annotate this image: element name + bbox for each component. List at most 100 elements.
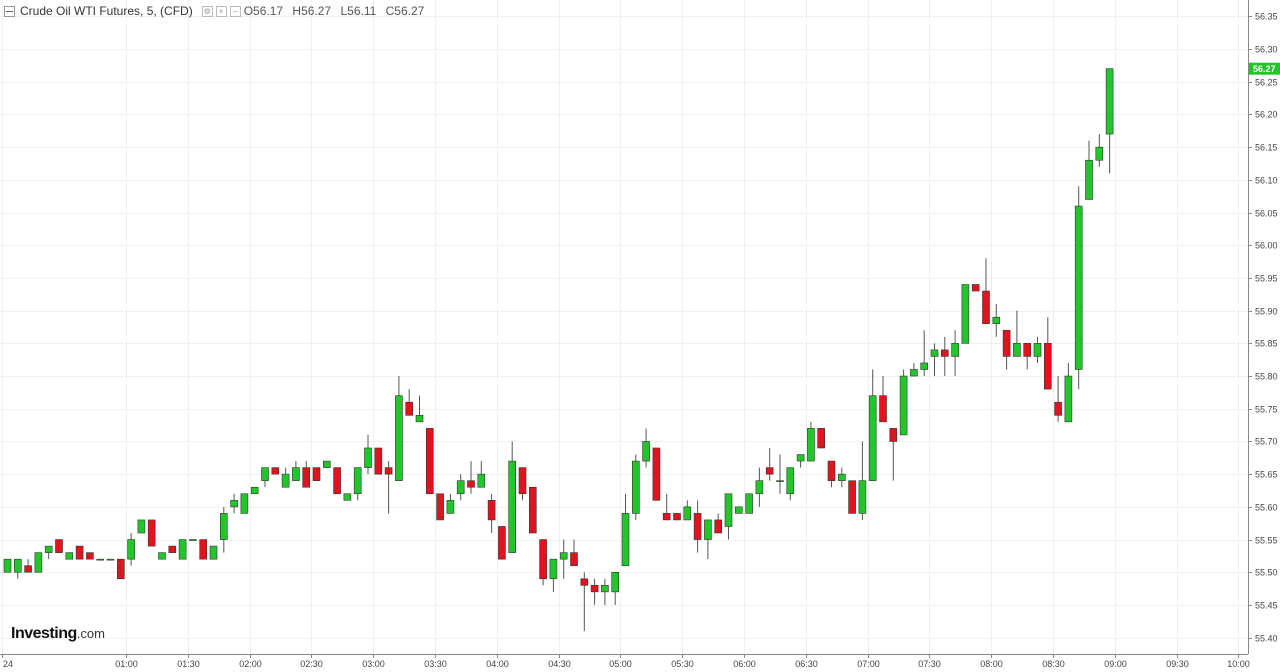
x-tick-label: 07:30 [918,659,941,669]
candle-body [158,552,166,560]
up-candle [951,330,959,377]
up-candle [292,461,300,481]
candle-body [199,539,207,560]
candle-body [467,480,475,488]
candle-body [837,473,846,481]
candle-body [858,480,867,514]
settings-icon[interactable]: ⚙ [201,5,213,17]
x-tick-label: 02:00 [239,659,262,669]
x-tick-label: 07:00 [857,659,880,669]
y-tick-label: 56.00 [1255,241,1278,251]
candle-body [879,395,887,423]
x-tick-label: 09:30 [1166,659,1189,669]
x-tick-label: 04:00 [486,659,509,669]
up-candle [261,467,269,488]
up-candle [961,284,970,344]
candle-body [86,552,94,560]
high-label: H [292,4,302,18]
candle-body [992,316,1001,325]
close-icon[interactable]: × [215,5,227,17]
up-candle [106,558,115,561]
down-candle [333,467,341,495]
x-tick-label: 03:00 [362,659,385,669]
up-candle [281,467,290,488]
down-candle [436,493,444,521]
price-tag-box [1249,62,1280,75]
x-tick-label: 06:30 [795,659,818,669]
candle-body [1002,329,1011,357]
instrument-title[interactable]: Crude Oil WTI Futures, 5, (CFD) [20,4,193,18]
up-candle [14,558,22,579]
down-candle [848,480,856,514]
up-candle [322,460,331,468]
down-candle [889,428,898,481]
down-candle [662,493,671,521]
down-candle [271,467,280,475]
up-candle [240,493,249,514]
down-candle [652,447,661,501]
up-candle [910,362,918,377]
y-tick-label: 55.95 [1255,274,1278,284]
candle-body [425,428,434,495]
up-candle [755,467,764,507]
price-axis[interactable]: 55.40 55.45 55.50 55.55 55.60 55.65 55.70 55.75… [1248,0,1278,654]
candle-body [889,428,898,442]
candle-body [65,552,74,560]
candle-body [951,343,959,357]
y-tick-label: 55.75 [1255,405,1278,415]
high-value: 56.27 [301,4,332,18]
candle-body [137,519,146,534]
down-candle [312,467,321,481]
up-candle [1033,336,1042,363]
x-tick-label: 24 [3,659,13,669]
time-axis[interactable]: 24 01:00 01:30 02:00 02:30 03:00 03:30 04:00 04:… [0,654,1250,669]
up-candle [683,500,692,521]
candle-body [734,506,743,514]
up-candle [220,506,228,553]
up-candle [137,519,146,534]
up-candle [353,467,362,501]
candle-body [250,486,259,495]
down-candle [1023,343,1032,370]
up-candle [621,493,630,567]
x-tick-label: 10:00 [1227,659,1250,669]
candle-body [230,500,238,508]
up-candle [34,552,43,573]
collapse-icon[interactable] [4,5,15,17]
up-candle [807,421,815,462]
up-candle [127,533,135,566]
candle-body [1023,343,1032,357]
price-tag-label: 56.27 [1253,64,1276,74]
x-tick-label: 04:30 [548,659,571,669]
up-candle [1013,310,1021,357]
hide-icon[interactable]: − [229,5,241,17]
up-candle [601,578,609,605]
up-candle [930,343,939,377]
candle-body [580,578,589,586]
down-candle [1044,317,1052,390]
candle-body [384,467,393,475]
x-tick-label: 03:30 [424,659,447,669]
up-candle [178,539,187,560]
down-candle [570,539,578,567]
candle-body [786,467,795,495]
candle-body [765,467,774,475]
candle-body [642,441,650,462]
candle-body [436,493,444,521]
up-candle [868,369,877,481]
chart-legend: Crude Oil WTI Futures, 5, (CFD) ⚙ × − O5… [4,3,430,19]
down-candle [879,376,887,423]
candle-body [1074,205,1083,370]
x-tick-label: 09:00 [1104,659,1127,669]
up-candle [1095,134,1104,167]
candle-body [899,375,908,436]
y-tick-label: 55.70 [1255,437,1278,447]
candle-body [683,506,692,521]
y-tick-label: 56.20 [1255,110,1278,120]
candle-body [662,513,671,521]
up-candle [158,552,166,560]
up-candle [343,493,352,501]
up-candle [415,395,424,423]
up-candle [796,454,805,468]
